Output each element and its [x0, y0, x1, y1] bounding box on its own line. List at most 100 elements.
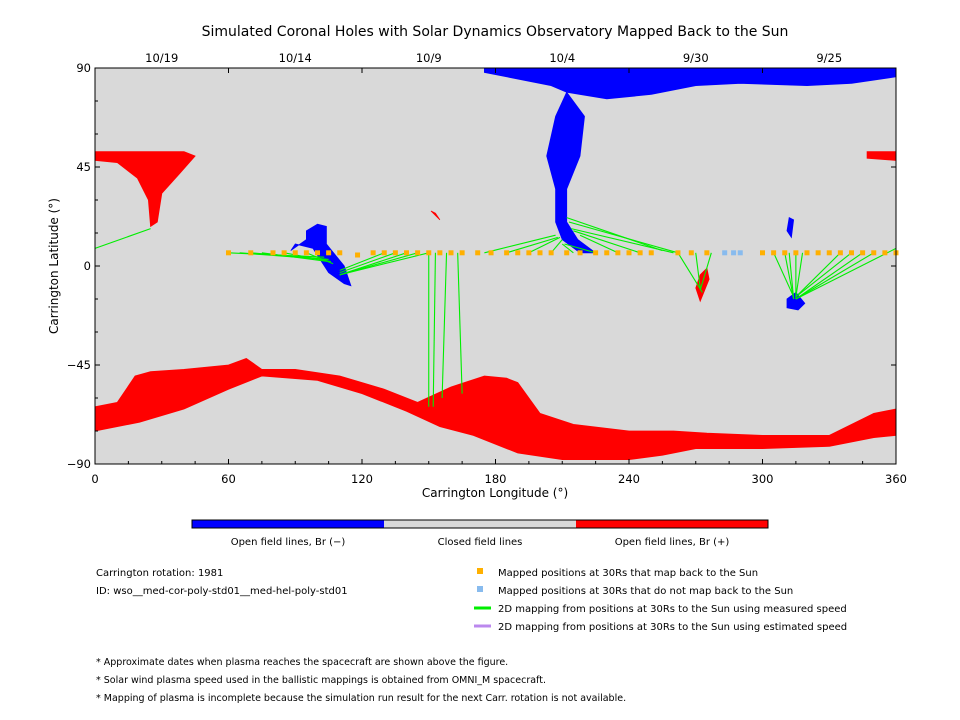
- mapping-line-measured: [573, 230, 641, 254]
- mapping-line-measured: [784, 252, 795, 300]
- y-tick-label: 45: [76, 160, 91, 174]
- mapping-lines: [94, 217, 897, 407]
- carrington-rotation: Carrington rotation: 1981: [96, 568, 223, 579]
- note-dates: * Approximate dates when plasma reaches …: [96, 657, 508, 668]
- mapping-line-measured: [306, 252, 334, 265]
- mapped-back-point: [615, 250, 621, 256]
- colorbar-segment: [576, 520, 768, 528]
- mapping-line-measured: [339, 252, 429, 276]
- region-small-hole-negative-100: [290, 223, 352, 287]
- mapped-back-point: [675, 250, 681, 256]
- mapping-line-measured: [568, 221, 679, 254]
- plot-area: [94, 67, 899, 465]
- legend-mapped-back-marker: [477, 568, 483, 574]
- date-tick-label: 10/9: [416, 51, 442, 65]
- mapped-back-point: [392, 250, 398, 256]
- mapped-back-point: [626, 250, 632, 256]
- mapped-back-point: [475, 250, 481, 256]
- x-tick-label: 120: [351, 472, 373, 486]
- mapping-line-measured: [484, 234, 556, 254]
- note-incomplete: * Mapping of plasma is incomplete becaus…: [96, 693, 626, 704]
- mapped-back-point: [337, 250, 343, 256]
- x-tick-label: 360: [885, 472, 907, 486]
- colorbar: Open field lines, Br (−) Closed field lin…: [191, 519, 769, 548]
- mapping-line-measured: [339, 252, 396, 274]
- mapped-back-point: [804, 250, 810, 256]
- mapped-back-point: [548, 250, 554, 256]
- mapping-line-measured: [795, 252, 875, 300]
- mapped-back-point: [426, 250, 432, 256]
- mapping-line-measured: [561, 243, 574, 254]
- not-mapped-back-point: [722, 250, 728, 256]
- colorbar-segment: [384, 520, 576, 528]
- mapped-back-point: [504, 250, 510, 256]
- mapped-back-point: [448, 250, 454, 256]
- mapped-back-point: [292, 250, 298, 256]
- mapping-line-measured: [788, 252, 795, 300]
- date-tick-label: 10/14: [279, 51, 312, 65]
- x-tick-label: 240: [618, 472, 640, 486]
- region-small-hole-negative-313: [786, 217, 795, 239]
- region-small-hole-positive-152: [430, 210, 441, 221]
- legend: Mapped positions at 30Rs that map back t…: [474, 568, 847, 633]
- legend-mapped-back-label: Mapped positions at 30Rs that map back t…: [498, 568, 758, 579]
- region-neck-negative: [546, 91, 597, 254]
- y-axis-ticks: −90 −45 0 45 90: [67, 61, 896, 471]
- legend-not-mapped-back-label: Mapped positions at 30Rs that do not map…: [498, 586, 793, 597]
- y-tick-label: 90: [76, 61, 91, 75]
- field-regions: [94, 67, 897, 461]
- mapped-back-point: [760, 250, 765, 256]
- mapped-back-point: [415, 250, 421, 256]
- mapped-back-point: [704, 250, 710, 256]
- date-tick-label: 10/19: [145, 51, 178, 65]
- mapped-back-point: [381, 250, 387, 256]
- legend-estimated-speed-label: 2D mapping from positions at 30Rs to the…: [498, 622, 847, 633]
- not-mapped-back-point: [737, 250, 743, 256]
- x-tick-label: 180: [485, 472, 507, 486]
- legend-measured-speed-label: 2D mapping from positions at 30Rs to the…: [498, 604, 847, 615]
- mapped-back-point: [860, 250, 866, 256]
- y-axis-label: Carrington Latitude (°): [47, 198, 61, 334]
- mapping-line-measured: [506, 236, 558, 254]
- mapping-line-measured: [339, 252, 385, 271]
- mapped-back-point: [564, 250, 570, 256]
- mapped-back-point: [871, 250, 877, 256]
- top-date-axis: 10/19 10/14 10/9 10/4 9/30 9/25: [145, 51, 842, 65]
- y-tick-label: −45: [67, 358, 91, 372]
- mapping-line-measured: [677, 252, 703, 293]
- mapped-back-point: [326, 250, 332, 256]
- mapped-back-point: [303, 250, 309, 256]
- mapped-back-point: [459, 250, 465, 256]
- mapped-back-point: [315, 250, 320, 256]
- mapping-line-measured: [571, 228, 674, 254]
- mapped-back-point: [782, 250, 788, 256]
- mapped-back-point: [826, 250, 832, 256]
- mapped-back-point: [637, 250, 643, 256]
- colorbar-label: Open field lines, Br (+): [615, 537, 730, 548]
- mapping-line-measured: [457, 252, 463, 394]
- mapped-back-point: [437, 250, 443, 256]
- x-tick-label: 60: [221, 472, 236, 486]
- note-speed-source: * Solar wind plasma speed used in the ba…: [96, 675, 546, 686]
- mapped-back-point: [526, 250, 532, 256]
- date-tick-label: 9/30: [683, 51, 709, 65]
- mapping-line-measured: [564, 243, 596, 254]
- x-axis-ticks: 0 60 120 180 240 300 360: [91, 68, 907, 486]
- mapping-line-measured: [795, 252, 804, 297]
- mapping-line-measured: [566, 217, 663, 252]
- legend-not-mapped-back-marker: [477, 586, 483, 592]
- x-tick-label: 300: [752, 472, 774, 486]
- region-south-polar-hole-positive: [94, 357, 897, 461]
- mapped-back-point: [688, 250, 694, 256]
- mapped-back-point: [488, 250, 494, 256]
- mapped-back-point: [771, 250, 777, 256]
- mapped-back-point: [593, 250, 599, 256]
- x-tick-label: 0: [91, 472, 98, 486]
- mapped-back-point: [815, 250, 821, 256]
- mapped-back-point: [404, 250, 409, 256]
- mapping-line-measured: [528, 236, 561, 254]
- region-north-polar-hole-negative: [483, 67, 897, 100]
- colorbar-frame: [191, 519, 769, 529]
- mapped-back-point: [370, 250, 376, 256]
